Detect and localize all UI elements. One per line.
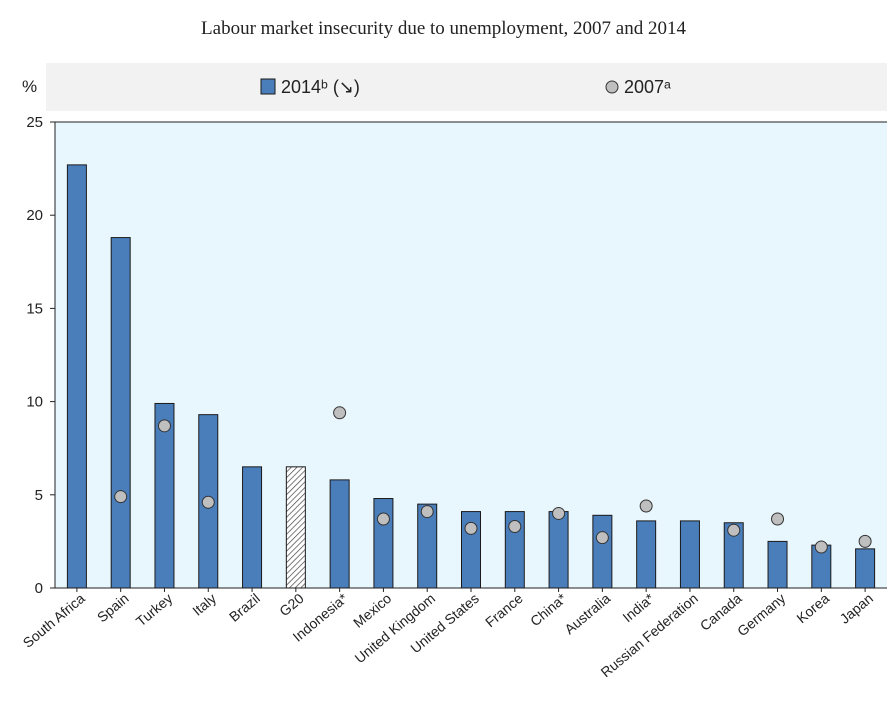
category-label: G20 (276, 590, 307, 619)
category-label: South Africa (20, 590, 88, 651)
legend-dot-swatch (605, 80, 619, 94)
y-tick-label: 0 (35, 580, 43, 597)
legend-band (46, 63, 887, 111)
dot-2007 (771, 512, 785, 526)
bar (767, 540, 788, 589)
dot-2007 (201, 495, 215, 509)
y-tick-label: 5 (35, 487, 43, 504)
dot-2007 (333, 406, 347, 420)
dot-2007 (464, 521, 478, 535)
bar (285, 466, 306, 589)
category-label: Korea (793, 590, 832, 626)
category-label: Australia (561, 590, 613, 637)
bar (636, 520, 657, 589)
dot-2007 (114, 490, 128, 504)
legend-bar-swatch (260, 78, 276, 95)
dot-2007 (508, 519, 522, 533)
category-label: Spain (94, 590, 132, 625)
dot-2007 (595, 531, 609, 545)
dot-2007 (157, 419, 171, 433)
category-label: Japan (837, 590, 877, 627)
legend-bar-label: 2014ᵇ (↘) (281, 77, 360, 97)
category-label: India* (619, 590, 657, 626)
y-tick-label: 25 (26, 114, 43, 131)
dot-2007 (814, 540, 828, 554)
dot-2007 (639, 499, 653, 513)
bar (66, 164, 87, 589)
dot-2007 (376, 512, 390, 526)
bar (110, 237, 131, 589)
category-label: Germany (734, 590, 788, 639)
legend: 2014ᵇ (↘) 2007ᵃ (260, 77, 671, 97)
y-tick-label: 10 (26, 394, 43, 411)
dot-2007 (727, 523, 741, 537)
category-label: Italy (189, 590, 219, 619)
bar (242, 466, 263, 589)
category-label: Turkey (133, 590, 176, 629)
bar (855, 548, 876, 589)
legend-dot-label: 2007ᵃ (624, 77, 671, 97)
category-label: France (482, 590, 526, 630)
chart-title: Labour market insecurity due to unemploy… (201, 18, 686, 39)
y-tick-label: 15 (26, 300, 43, 317)
plot-area: 0 5 10 15 20 25 South Africa Spain Turkey Italy Br… (20, 114, 887, 680)
dot-2007 (552, 506, 566, 520)
bar (329, 479, 350, 589)
dot-2007 (420, 505, 434, 519)
bar (592, 514, 613, 589)
plot-background (55, 122, 887, 588)
bar (373, 498, 394, 589)
y-tick-label: 20 (26, 207, 43, 224)
bar (679, 520, 700, 589)
y-axis-unit-label: % (22, 77, 37, 96)
bar (548, 511, 569, 589)
category-label: Brazil (226, 590, 263, 625)
dot-2007 (858, 534, 872, 548)
